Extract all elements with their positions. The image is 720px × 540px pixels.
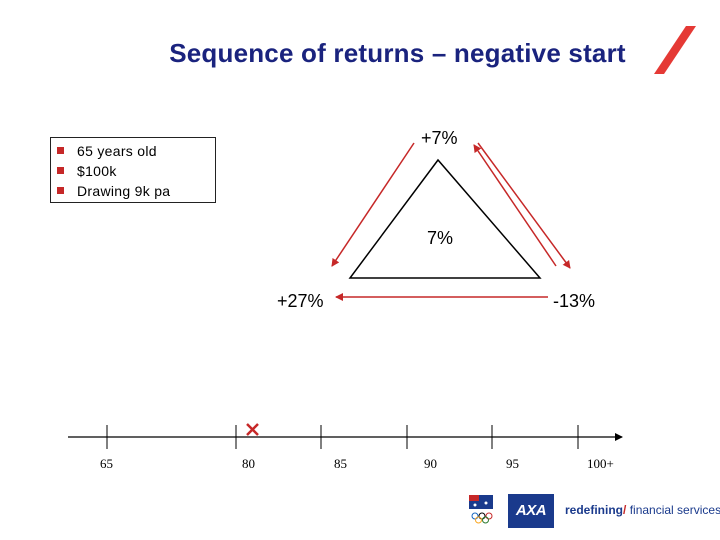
tick-label: 100+ bbox=[587, 456, 614, 471]
red-slash-logo bbox=[654, 26, 696, 74]
returns-triangle bbox=[348, 158, 542, 279]
info-box: 65 years old $100k Drawing 9k pa bbox=[50, 137, 216, 203]
info-item: $100k bbox=[57, 161, 215, 181]
arrow-right-up bbox=[473, 144, 557, 267]
label-right-return: -13% bbox=[553, 291, 596, 311]
label-top-return: +7% bbox=[421, 128, 458, 148]
tagline: redefining/ financial services bbox=[565, 503, 720, 517]
tick-label: 80 bbox=[242, 456, 255, 471]
bullet-icon bbox=[57, 187, 64, 194]
failure-x-icon bbox=[246, 423, 259, 436]
tick-label: 85 bbox=[334, 456, 347, 471]
arrow-right-down bbox=[477, 142, 571, 269]
tick-label: 95 bbox=[506, 456, 519, 471]
tick-label: 65 bbox=[100, 456, 113, 471]
label-average-return: 7% bbox=[427, 228, 454, 248]
label-left-return: +27% bbox=[277, 291, 324, 311]
page-title: Sequence of returns – negative start bbox=[169, 38, 626, 68]
info-item: Drawing 9k pa bbox=[57, 181, 215, 201]
olympic-team-logo bbox=[469, 495, 493, 524]
bullet-icon bbox=[57, 167, 64, 174]
axa-logo: AXA bbox=[508, 494, 554, 528]
tick-label: 90 bbox=[424, 456, 437, 471]
info-item: 65 years old bbox=[57, 141, 215, 161]
arrow-left-down bbox=[331, 142, 415, 267]
bullet-icon bbox=[57, 147, 64, 154]
